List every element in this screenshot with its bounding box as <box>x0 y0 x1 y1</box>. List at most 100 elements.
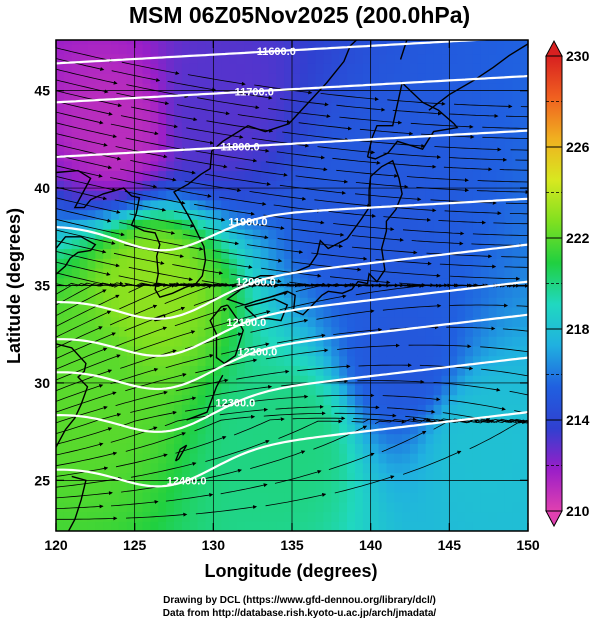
wind-streamline <box>250 318 309 333</box>
wind-streamline <box>197 97 260 110</box>
contour-label: 12100.0 <box>226 317 266 329</box>
wind-streamline <box>121 61 180 75</box>
wind-streamline <box>316 393 375 398</box>
wind-streamline <box>449 303 509 308</box>
wind-streamline <box>203 227 269 240</box>
y-tick-label: 25 <box>34 472 50 488</box>
x-tick-label: 130 <box>202 537 226 553</box>
chart-title: MSM 06Z05Nov2025 (200.0hPa) <box>128 2 471 28</box>
wind-streamline <box>515 159 528 161</box>
wind-streamline <box>268 108 331 119</box>
wind-streamline <box>336 104 386 112</box>
coastline-segment <box>67 475 87 531</box>
colorbar-tick-label: 222 <box>566 230 590 246</box>
wind-streamline <box>173 210 226 222</box>
wind-streamline <box>56 310 112 338</box>
wind-streamline <box>194 203 255 216</box>
wind-streamline <box>236 369 290 380</box>
wind-streamline <box>175 378 229 392</box>
wind-streamline <box>206 120 274 133</box>
wind-streamline <box>56 442 104 456</box>
wind-streamline <box>331 405 380 410</box>
wind-streamline <box>333 223 395 232</box>
coastline-segment <box>428 43 528 111</box>
wind-streamline <box>56 405 108 424</box>
contour-label: 11800.0 <box>221 142 260 154</box>
wind-streamline <box>279 294 347 311</box>
coastline-segment <box>366 81 459 160</box>
wind-streamline <box>110 177 158 189</box>
coastline-segment <box>186 374 224 421</box>
wind-streamline <box>439 263 497 269</box>
wind-streamline <box>56 122 117 139</box>
wind-streamline <box>313 425 368 450</box>
wind-streamline <box>250 394 309 402</box>
wind-streamline <box>56 79 109 94</box>
wind-streamline <box>192 257 253 269</box>
wind-streamline <box>219 196 267 206</box>
y-axis-title: Latitude (degrees) <box>4 208 24 364</box>
wind-streamline <box>443 166 493 172</box>
wind-streamline <box>124 244 184 258</box>
wind-streamline <box>129 330 196 354</box>
wind-streamline <box>204 310 271 330</box>
wind-streamline <box>187 74 246 86</box>
wind-streamline <box>387 99 446 106</box>
wind-streamline <box>505 202 528 205</box>
wind-streamline <box>509 213 528 215</box>
wind-streamline <box>56 58 105 71</box>
colorbar-tick-label: 226 <box>566 139 590 155</box>
y-tick-label: 30 <box>34 375 50 391</box>
wind-streamline <box>115 326 168 347</box>
credits: Drawing by DCL (https://www.gfd-dennou.o… <box>0 594 599 620</box>
wind-streamline <box>291 261 362 272</box>
x-axis: 120 125 130 135 140 145 150 <box>44 40 540 553</box>
wind-streamline <box>449 157 508 162</box>
wind-streamline <box>450 275 521 281</box>
wind-streamline <box>358 363 412 368</box>
wind-streamline <box>56 384 104 402</box>
wind-streamline <box>56 47 114 63</box>
wind-streamline <box>382 395 441 402</box>
wind-streamline <box>56 186 108 201</box>
wind-streamline <box>130 160 196 175</box>
y-tick-label: 40 <box>34 180 50 196</box>
wind-streamline <box>454 103 513 109</box>
wind-streamline <box>381 431 427 453</box>
contour-label: 12300.0 <box>215 398 255 410</box>
wind-streamline <box>279 98 329 107</box>
wind-streamline <box>498 419 528 424</box>
wind-streamline <box>351 246 418 255</box>
wind-streamline <box>499 169 528 171</box>
wind-streamline <box>56 240 107 254</box>
y-tick-label: 35 <box>34 278 50 294</box>
wind-streamline <box>183 234 239 246</box>
wind-streamline <box>120 410 177 427</box>
contour-line <box>56 313 528 391</box>
wind-streamline <box>119 284 176 310</box>
wind-streamline <box>110 426 158 443</box>
wind-streamline <box>442 412 491 423</box>
wind-streamline <box>195 358 258 374</box>
x-tick-label: 120 <box>44 537 68 553</box>
wind-streamline <box>501 256 528 258</box>
colorbar-tick-label: 214 <box>566 412 590 428</box>
wind-streamline <box>317 146 376 155</box>
wind-streamline <box>276 333 326 344</box>
wind-streamline <box>164 187 212 198</box>
wind-streamline <box>476 190 528 195</box>
wind-streamline <box>56 451 118 467</box>
wind-streamline <box>279 184 346 195</box>
colorbar-tick-label: 210 <box>566 503 590 519</box>
wind-streamline <box>124 191 186 205</box>
coastline-segment <box>56 236 97 276</box>
wind-streamline <box>504 266 528 268</box>
wind-streamline <box>347 283 399 288</box>
wind-streamline <box>174 307 228 327</box>
wind-streamline <box>314 199 372 208</box>
x-tick-label: 140 <box>359 537 383 553</box>
wind-streamline <box>481 368 528 377</box>
wind-streamline <box>110 123 159 136</box>
contour-line <box>56 74 528 104</box>
colorbar-ticks: 210 214 218 222 226 230 <box>546 48 590 519</box>
